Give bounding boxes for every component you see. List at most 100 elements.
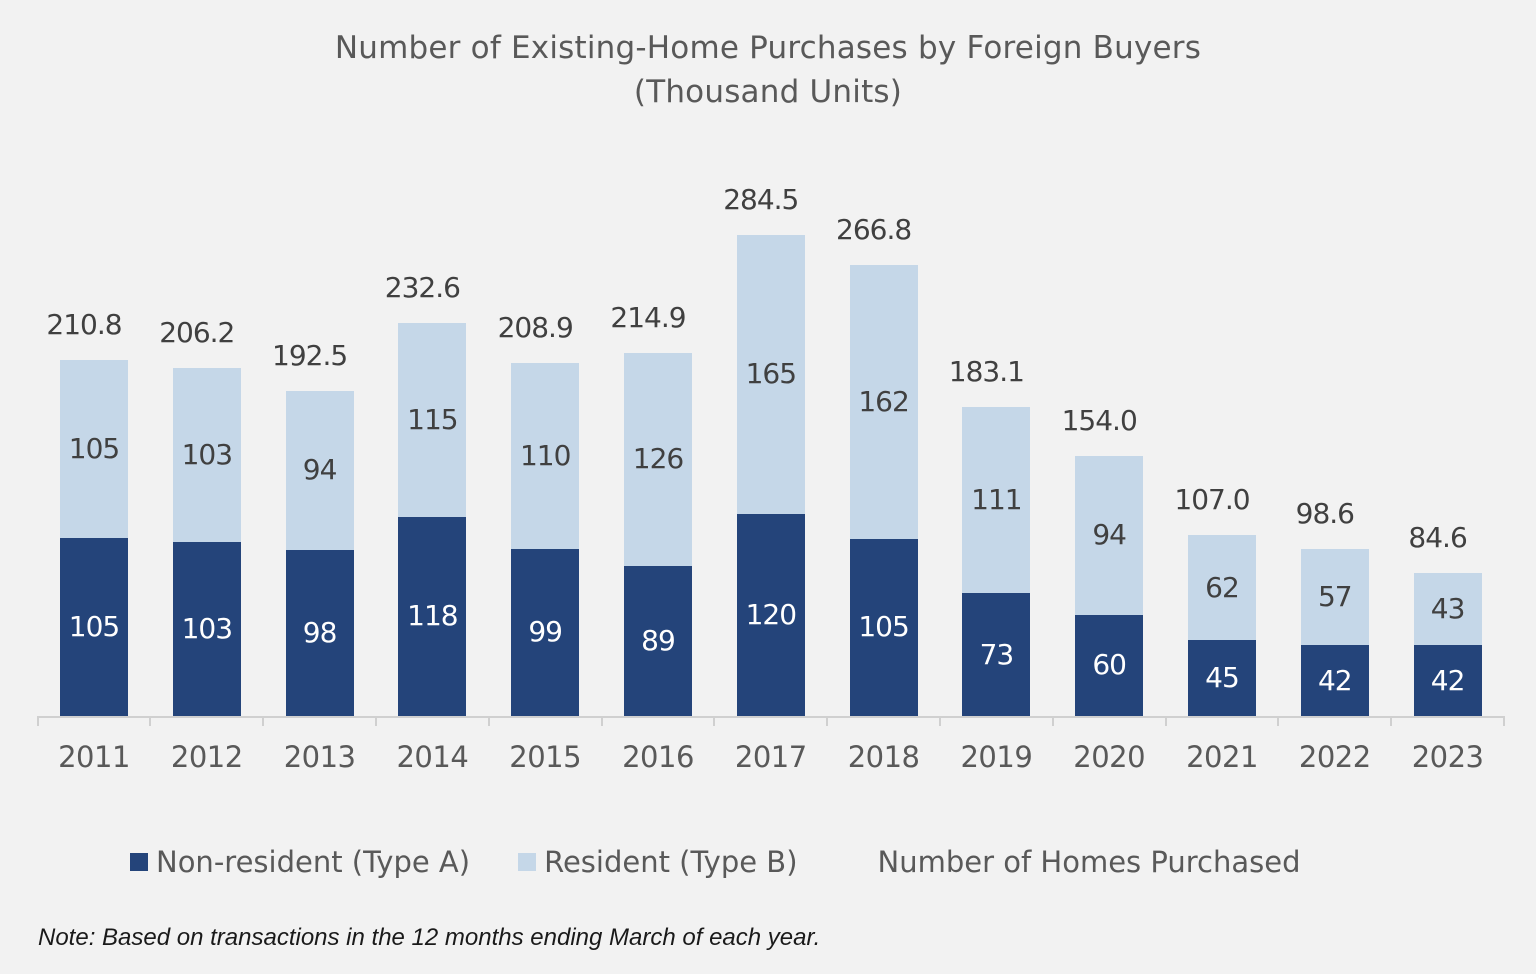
footnote: Note: Based on transactions in the 12 mo… [38, 924, 821, 951]
chart-title: Number of Existing-Home Purchases by For… [0, 26, 1536, 114]
bar-segment-resident[interactable] [511, 362, 580, 549]
data-label-total: 284.5 [723, 183, 799, 217]
bar-segment-non-resident[interactable] [172, 541, 241, 716]
bar-segment-non-resident[interactable] [849, 538, 918, 716]
bar-segment-resident[interactable] [849, 265, 918, 539]
data-label-resident: 115 [407, 402, 458, 436]
bar-segment-non-resident[interactable] [1300, 645, 1369, 716]
data-label-total: 107.0 [1174, 483, 1250, 517]
x-axis-tick [939, 716, 941, 726]
data-label-resident: 94 [1092, 518, 1127, 552]
bar-segment-non-resident[interactable] [285, 549, 354, 716]
bar-segment-resident[interactable] [1075, 455, 1144, 615]
x-axis-label: 2019 [960, 740, 1033, 774]
bar-segment-resident[interactable] [398, 322, 467, 517]
data-label-resident: 57 [1317, 580, 1353, 614]
x-axis-tick [600, 716, 603, 726]
x-axis-label: 2023 [1411, 740, 1484, 774]
bar-segment-non-resident[interactable] [1188, 639, 1256, 716]
data-label-resident: 111 [971, 482, 1022, 516]
x-axis-label: 2012 [170, 740, 243, 774]
bar-segment-resident[interactable] [624, 352, 692, 566]
x-axis-tick [1051, 716, 1054, 726]
x-axis-label: 2016 [622, 740, 694, 774]
bar-segment-resident[interactable] [736, 235, 805, 514]
bar-segment-non-resident[interactable] [1413, 645, 1482, 716]
legend-swatch-non-resident [130, 853, 148, 871]
x-axis-tick [1390, 716, 1393, 726]
x-axis-tick [1277, 716, 1280, 726]
x-axis-tick [149, 716, 152, 726]
chart-title-line1: Number of Existing-Home Purchases by For… [334, 30, 1202, 66]
x-axis-label: 2014 [396, 740, 469, 774]
x-axis-label: 2021 [1186, 740, 1258, 774]
bar-segment-non-resident[interactable] [962, 593, 1031, 716]
x-axis-tick [826, 716, 829, 726]
x-axis-label: 2022 [1298, 740, 1371, 774]
data-label-total: 214.9 [610, 300, 686, 334]
legend-item-non-resident: Non-resident (Type A) [130, 845, 470, 879]
bar-segment-non-resident[interactable] [624, 565, 692, 716]
chart-title-line2: (Thousand Units) [633, 74, 903, 110]
data-label-non-resident: 98 [302, 615, 338, 649]
data-label-total: 98.6 [1295, 497, 1355, 531]
data-label-non-resident: 99 [528, 615, 563, 649]
data-label-non-resident: 120 [745, 597, 797, 631]
data-label-non-resident: 103 [181, 611, 233, 645]
x-axis-label: 2013 [283, 740, 356, 774]
data-label-total: 210.8 [46, 307, 122, 341]
bar-segment-resident[interactable] [172, 367, 241, 542]
x-axis-label: 2017 [734, 740, 807, 774]
bar-segment-resident[interactable] [60, 359, 128, 538]
bar-segment-non-resident[interactable] [736, 513, 805, 716]
data-label-resident: 43 [1430, 592, 1466, 626]
legend-swatch-resident [518, 853, 537, 871]
x-axis-label: 2015 [509, 740, 582, 774]
data-label-non-resident: 45 [1205, 660, 1240, 694]
data-label-resident: 126 [632, 442, 684, 476]
data-label-total: 266.8 [836, 213, 912, 247]
bar-segment-resident[interactable] [1300, 549, 1369, 646]
data-label-non-resident: 105 [68, 609, 120, 643]
x-axis-tick [36, 716, 39, 726]
data-label-resident: 62 [1205, 570, 1240, 604]
data-label-non-resident: 105 [858, 610, 909, 644]
x-axis-tick [1503, 716, 1505, 726]
data-label-total: 232.6 [384, 270, 461, 304]
data-label-resident: 110 [519, 438, 571, 472]
x-axis-line [37, 716, 1503, 718]
bar-segment-resident[interactable] [1413, 573, 1482, 646]
data-label-non-resident: 42 [1430, 663, 1466, 697]
data-label-non-resident: 89 [641, 623, 676, 657]
data-label-non-resident: 73 [979, 637, 1015, 671]
x-axis-tick [262, 716, 265, 726]
bar-segment-resident[interactable] [1188, 535, 1256, 640]
data-label-resident: 103 [181, 437, 233, 471]
bar-segment-non-resident[interactable] [60, 537, 128, 716]
legend-label: Resident (Type B) [544, 845, 798, 879]
x-axis-label: 2011 [58, 740, 130, 774]
x-axis-tick [713, 716, 716, 726]
x-axis-tick [1164, 716, 1167, 726]
data-label-resident: 94 [302, 453, 338, 487]
bar-segment-resident[interactable] [285, 390, 354, 550]
legend-item-resident: Resident (Type B) [518, 845, 798, 879]
bar-segment-non-resident[interactable] [511, 548, 580, 716]
data-label-resident: 105 [68, 431, 120, 465]
data-label-non-resident: 118 [407, 599, 458, 633]
bar-segment-non-resident[interactable] [1075, 614, 1144, 716]
data-label-total: 206.2 [159, 315, 235, 349]
data-label-non-resident: 60 [1092, 648, 1127, 682]
data-label-total: 192.5 [272, 338, 348, 372]
x-axis-label: 2018 [847, 740, 920, 774]
bar-segment-non-resident[interactable] [398, 516, 467, 716]
data-label-total: 154.0 [1061, 403, 1138, 437]
legend-label: Number of Homes Purchased [877, 845, 1301, 879]
legend-label: Non-resident (Type A) [156, 845, 471, 879]
data-label-total: 183.1 [948, 354, 1025, 388]
data-label-total: 208.9 [497, 310, 574, 344]
legend: Non-resident (Type A) Resident (Type B) … [130, 840, 1348, 884]
x-axis-tick [487, 716, 490, 726]
bar-segment-resident[interactable] [962, 406, 1031, 594]
